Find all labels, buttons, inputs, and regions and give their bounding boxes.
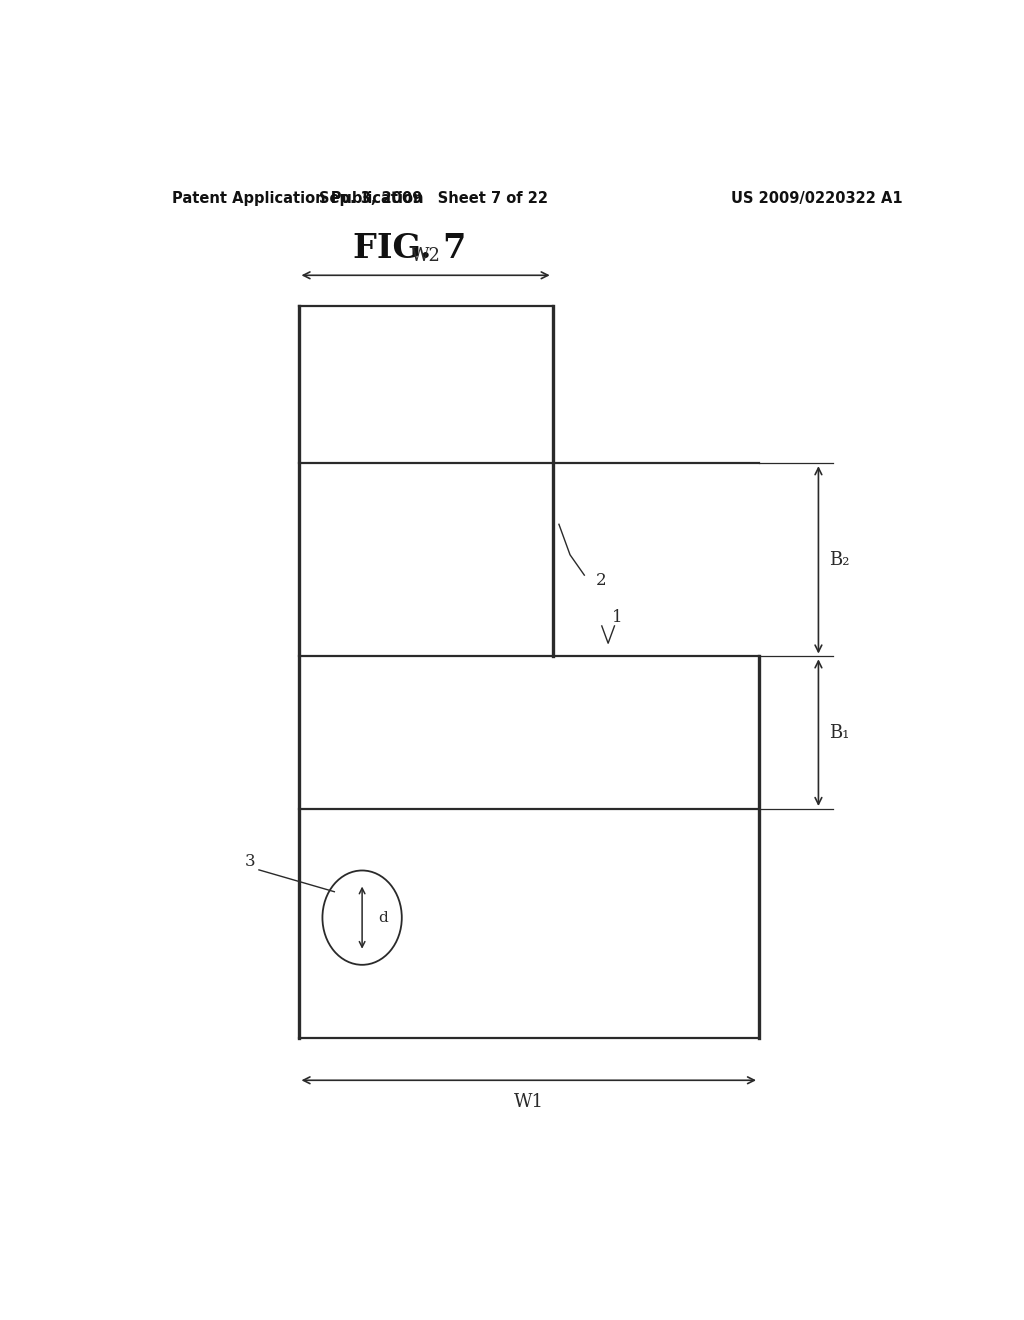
Text: Patent Application Publication: Patent Application Publication: [172, 191, 423, 206]
Text: B₁: B₁: [829, 723, 850, 742]
Text: d: d: [378, 911, 388, 924]
Text: US 2009/0220322 A1: US 2009/0220322 A1: [731, 191, 903, 206]
Text: 3: 3: [245, 853, 255, 870]
Text: W2: W2: [411, 247, 440, 265]
Text: Sep. 3, 2009   Sheet 7 of 22: Sep. 3, 2009 Sheet 7 of 22: [319, 191, 548, 206]
Text: 2: 2: [596, 572, 607, 589]
Text: 1: 1: [612, 610, 623, 626]
Text: W1: W1: [514, 1093, 544, 1111]
Text: FIG. 7: FIG. 7: [353, 231, 466, 264]
Text: B₂: B₂: [829, 550, 850, 569]
